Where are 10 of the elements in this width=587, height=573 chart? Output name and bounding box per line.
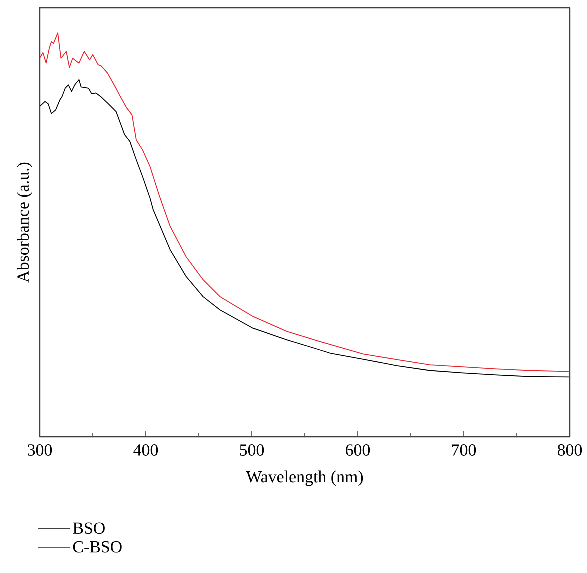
x-tick-label: 300 (28, 444, 52, 456)
y-axis-title: Absorbance (a.u.) (17, 162, 32, 283)
x-tick-label: 600 (346, 444, 370, 456)
x-tick-label: 800 (558, 444, 582, 456)
x-tick-label: 700 (452, 444, 476, 456)
x-tick-label: 400 (134, 444, 158, 456)
legend-label: BSO (73, 522, 105, 534)
x-tick-label: 500 (240, 444, 264, 456)
x-axis-title: Wavelength (nm) (246, 470, 364, 486)
legend-label: C-BSO (73, 541, 122, 553)
